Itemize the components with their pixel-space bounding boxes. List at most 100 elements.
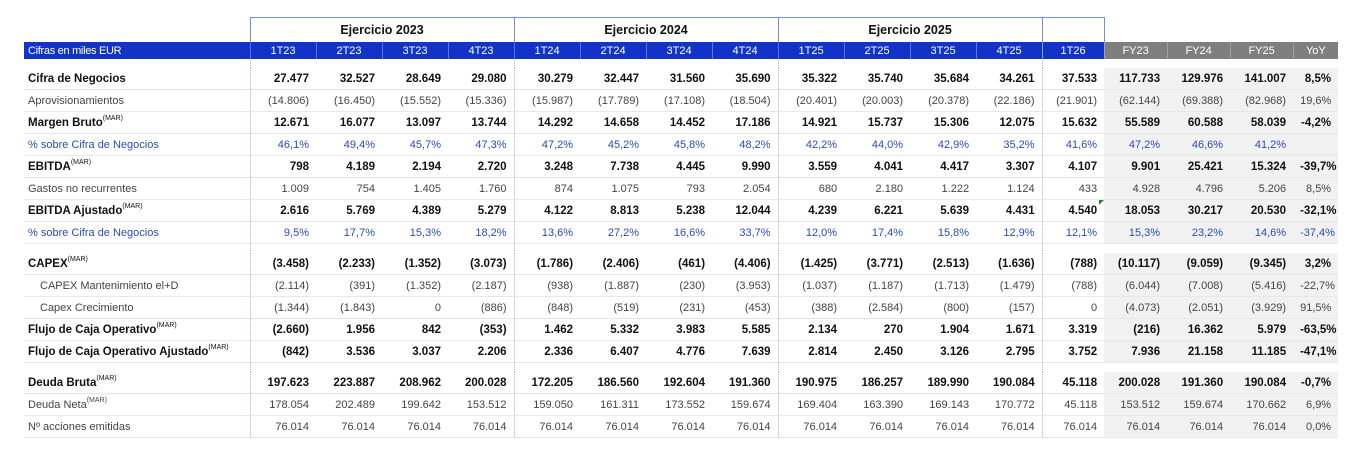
table-cell: (6.044) <box>1104 274 1168 297</box>
column-header-2t23: 2T23 <box>315 42 382 59</box>
row-label: CAPEX(MAR) <box>24 253 250 275</box>
table-cell: 76.014 <box>1230 415 1294 438</box>
table-cell: 7.639 <box>712 340 779 363</box>
table-cell: 2.194 <box>382 155 448 178</box>
year-2025-header: Ejercicio 2025 <box>777 17 1043 42</box>
table-cell: 5.979 <box>1230 318 1294 341</box>
table-cell: 9,5% <box>249 221 316 244</box>
row-label: Nº acciones emitidas <box>24 415 250 438</box>
table-cell: 23,2% <box>1167 221 1231 244</box>
table-cell: 18.053 <box>1104 199 1168 222</box>
row-label-text: Margen Bruto <box>28 116 103 129</box>
table-cell: 170.772 <box>976 393 1043 416</box>
table-cell: 1.671 <box>976 318 1043 341</box>
table-cell: 159.050 <box>513 393 581 416</box>
table-cell: (2.406) <box>580 253 647 275</box>
table-cell: 129.976 <box>1167 68 1231 90</box>
table-cell: 91,5% <box>1293 296 1339 319</box>
row-label-text: CAPEX <box>28 257 68 270</box>
table-cell: 2.336 <box>513 340 581 363</box>
table-cell: 4.417 <box>910 155 977 178</box>
table-cell: (1.713) <box>910 274 977 297</box>
table-cell: (4.406) <box>712 253 779 275</box>
table-cell: (391) <box>316 274 382 297</box>
table-cell: -39,7% <box>1293 155 1339 178</box>
table-cell: 5.769 <box>316 199 382 222</box>
table-cell: -37,4% <box>1293 221 1339 244</box>
table-cell: 19,6% <box>1293 89 1339 112</box>
table-cell: 33,7% <box>712 221 779 244</box>
row-label: EBITDA(MAR) <box>24 155 250 178</box>
table-cell: 186.257 <box>844 372 911 394</box>
table-cell: 45,2% <box>580 133 647 156</box>
financial-summary-table: Ejercicio 2023 Ejercicio 2024 Ejercicio … <box>24 17 1339 438</box>
table-cell: 47,3% <box>448 133 515 156</box>
table-cell: 1.760 <box>448 177 515 200</box>
row-label-text: EBITDA Ajustado <box>28 204 123 217</box>
table-cell: 6,9% <box>1293 393 1339 416</box>
table-cell: 2.180 <box>844 177 911 200</box>
table-cell: 754 <box>316 177 382 200</box>
table-cell: 223.887 <box>316 372 382 394</box>
table-cell: (21.901) <box>1041 89 1105 112</box>
row-label: Flujo de Caja Operativo(MAR) <box>24 318 250 341</box>
table-cell: 12.044 <box>712 199 779 222</box>
table-cell: 47,2% <box>1104 133 1168 156</box>
table-cell: 186.560 <box>580 372 647 394</box>
table-cell: 15.632 <box>1041 111 1105 134</box>
table-cell: (2.051) <box>1167 296 1231 319</box>
table-cell: 793 <box>646 177 713 200</box>
table-cell: 17,7% <box>316 221 382 244</box>
table-cell: 190.084 <box>1230 372 1294 394</box>
table-cell: 4.107 <box>1041 155 1105 178</box>
table-cell: 16,6% <box>646 221 713 244</box>
table-cell: 270 <box>844 318 911 341</box>
table-cell: (1.636) <box>976 253 1043 275</box>
table-cell: 3.983 <box>646 318 713 341</box>
table-cell: 11.185 <box>1230 340 1294 363</box>
table-cell: (15.552) <box>382 89 448 112</box>
table-cell: (10.117) <box>1104 253 1168 275</box>
table-cell: (519) <box>580 296 647 319</box>
table-cell: (216) <box>1104 318 1168 341</box>
table-cell: 4.445 <box>646 155 713 178</box>
table-cell: 37.533 <box>1041 68 1105 90</box>
table-cell: (4.073) <box>1104 296 1168 319</box>
table-cell: 76.014 <box>1041 415 1105 438</box>
comment-indicator-icon[interactable] <box>1099 200 1105 205</box>
table-cell: 5.332 <box>580 318 647 341</box>
table-cell: (788) <box>1041 274 1105 297</box>
table-cell: (1.037) <box>777 274 845 297</box>
table-row: Flujo de Caja Operativo Ajustado(MAR) (84… <box>24 340 1339 363</box>
table-row: Cifra de Negocios 27.477 32.527 28.649 29.08… <box>24 68 1339 90</box>
table-cell: 13.744 <box>448 111 515 134</box>
column-header-4t23: 4T23 <box>447 42 515 59</box>
table-cell: 32.447 <box>580 68 647 90</box>
table-cell: 191.360 <box>1167 372 1231 394</box>
table-cell: 1.222 <box>910 177 977 200</box>
row-label-text: Nº acciones emitidas <box>28 420 131 433</box>
column-header-2t25: 2T25 <box>843 42 911 59</box>
year-header-row: Ejercicio 2023 Ejercicio 2024 Ejercicio … <box>24 17 1338 42</box>
table-cell: 20.530 <box>1230 199 1294 222</box>
mar-footnote-marker: (MAR) <box>156 321 177 329</box>
table-cell: 76.014 <box>646 415 713 438</box>
column-header-4t25: 4T25 <box>975 42 1043 59</box>
table-cell: 9.901 <box>1104 155 1168 178</box>
table-cell: 5.585 <box>712 318 779 341</box>
table-cell: -63,5% <box>1293 318 1339 341</box>
row-label: CAPEX Mantenimiento el+D <box>24 274 250 297</box>
year-2024-header: Ejercicio 2024 <box>513 17 779 42</box>
table-cell: 41,6% <box>1041 133 1105 156</box>
table-cell: 172.205 <box>513 372 581 394</box>
table-cell: (230) <box>646 274 713 297</box>
table-cell: (5.416) <box>1230 274 1294 297</box>
table-cell: 4.540 <box>1041 199 1105 222</box>
table-cell: 32.527 <box>316 68 382 90</box>
table-cell: (231) <box>646 296 713 319</box>
table-cell: 3.319 <box>1041 318 1105 341</box>
row-label-text: % sobre Cifra de Negocios <box>28 138 159 151</box>
table-cell: (9.345) <box>1230 253 1294 275</box>
table-cell: 5.279 <box>448 199 515 222</box>
table-cell: 159.674 <box>1167 393 1231 416</box>
